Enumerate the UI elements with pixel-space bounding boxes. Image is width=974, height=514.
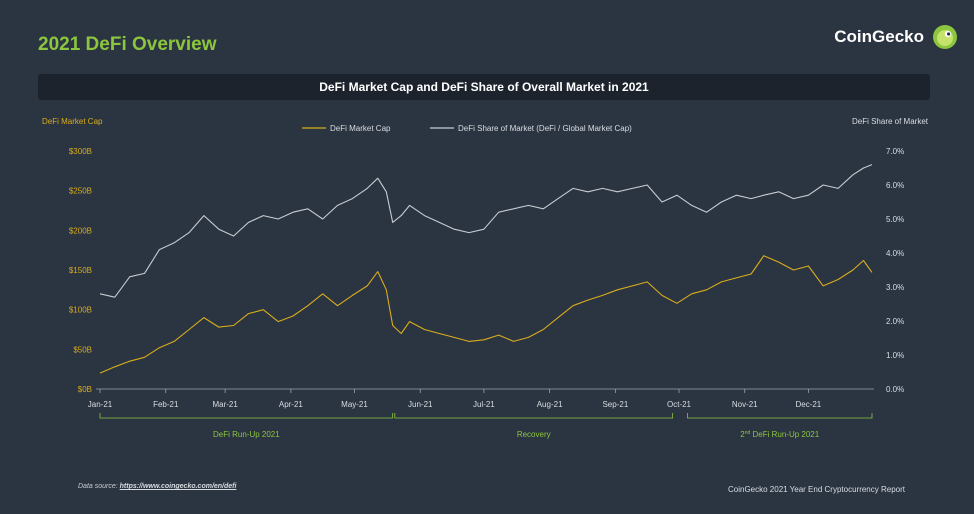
data-source-label: Data source:	[78, 483, 118, 490]
brand-name: CoinGecko	[834, 27, 924, 46]
data-source: Data source: https://www.coingecko.com/e…	[78, 483, 236, 490]
x-tick-label: Dec-21	[795, 400, 821, 409]
right-tick-label: 3.0%	[886, 283, 904, 292]
period-bracket	[99, 413, 394, 419]
x-tick-label: Aug-21	[537, 400, 563, 409]
period-label: DeFi Run-Up 2021	[213, 430, 280, 439]
x-tick-label: Jan-21	[88, 400, 113, 409]
page-title: 2021 DeFi Overview	[38, 34, 217, 55]
x-tick-label: Mar-21	[212, 400, 238, 409]
x-tick-label: Feb-21	[153, 400, 179, 409]
left-tick-label: $0B	[78, 385, 92, 394]
right-tick-label: 7.0%	[886, 147, 904, 156]
chart-title: DeFi Market Cap and DeFi Share of Overal…	[38, 74, 930, 100]
right-tick-label: 2.0%	[886, 317, 904, 326]
brand[interactable]: CoinGecko	[834, 24, 958, 50]
x-tick-label: Sep-21	[602, 400, 628, 409]
left-tick-label: $100B	[69, 306, 92, 315]
x-tick-label: May-21	[341, 400, 368, 409]
left-tick-label: $200B	[69, 226, 92, 235]
right-tick-label: 4.0%	[886, 249, 904, 258]
x-tick-label: Nov-21	[732, 400, 758, 409]
left-tick-label: $300B	[69, 147, 92, 156]
period-label: 2nd DeFi Run-Up 2021	[740, 430, 819, 439]
period-label: Recovery	[517, 430, 551, 439]
right-tick-label: 6.0%	[886, 181, 904, 190]
gecko-logo-icon	[933, 25, 957, 49]
right-axis-title: DeFi Share of Market	[852, 117, 929, 126]
left-axis-title: DeFi Market Cap	[42, 117, 103, 126]
x-tick-label: Jun-21	[408, 400, 433, 409]
x-tick-label: Apr-21	[279, 400, 304, 409]
left-tick-label: $150B	[69, 266, 92, 275]
left-tick-label: $50B	[73, 345, 92, 354]
period-bracket	[394, 413, 674, 419]
period-bracket	[687, 413, 873, 419]
right-tick-label: 5.0%	[886, 215, 904, 224]
legend-label-market-cap: DeFi Market Cap	[330, 124, 391, 133]
x-tick-label: Jul-21	[473, 400, 495, 409]
right-tick-label: 0.0%	[886, 385, 904, 394]
left-tick-label: $250B	[69, 187, 92, 196]
data-source-link[interactable]: https://www.coingecko.com/en/defi	[119, 483, 237, 490]
legend-label-share: DeFi Share of Market (DeFi / Global Mark…	[458, 124, 632, 133]
series-line-market-cap	[99, 255, 873, 374]
right-tick-label: 1.0%	[886, 351, 904, 360]
x-tick-label: Oct-21	[667, 400, 692, 409]
series-line-share	[99, 164, 873, 298]
report-credit: CoinGecko 2021 Year End Cryptocurrency R…	[728, 485, 905, 494]
